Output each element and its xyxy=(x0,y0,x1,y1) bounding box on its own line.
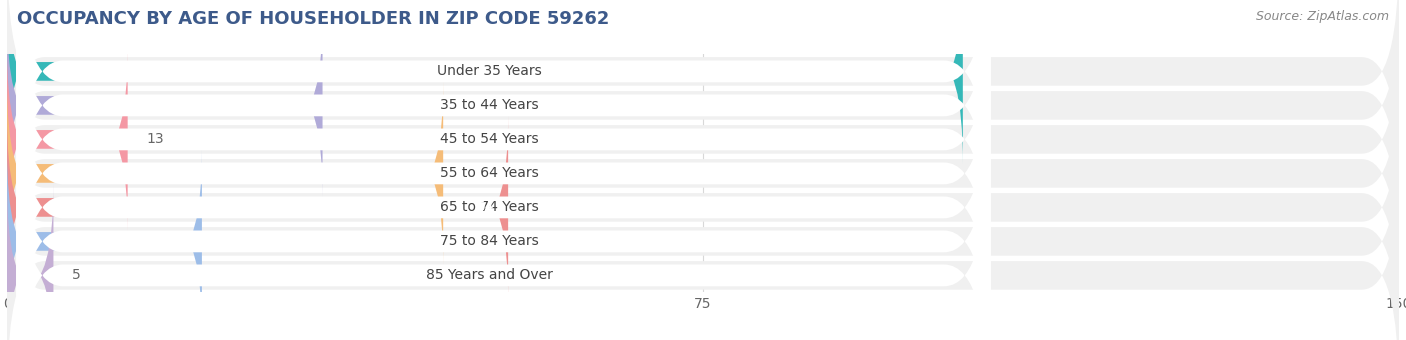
FancyBboxPatch shape xyxy=(7,120,1399,340)
FancyBboxPatch shape xyxy=(17,14,991,333)
Text: 35 to 44 Years: 35 to 44 Years xyxy=(440,98,538,113)
FancyBboxPatch shape xyxy=(7,0,1399,193)
Text: 75 to 84 Years: 75 to 84 Years xyxy=(440,234,538,249)
FancyBboxPatch shape xyxy=(7,183,53,340)
FancyBboxPatch shape xyxy=(7,86,1399,329)
Text: 54: 54 xyxy=(477,200,495,215)
FancyBboxPatch shape xyxy=(17,0,991,231)
FancyBboxPatch shape xyxy=(17,0,991,299)
FancyBboxPatch shape xyxy=(17,48,991,340)
Text: 45 to 54 Years: 45 to 54 Years xyxy=(440,132,538,147)
Text: 103: 103 xyxy=(922,64,949,79)
Text: 5: 5 xyxy=(72,268,80,283)
Text: OCCUPANCY BY AGE OF HOUSEHOLDER IN ZIP CODE 59262: OCCUPANCY BY AGE OF HOUSEHOLDER IN ZIP C… xyxy=(17,10,609,28)
FancyBboxPatch shape xyxy=(7,13,322,198)
Text: 47: 47 xyxy=(412,166,429,181)
FancyBboxPatch shape xyxy=(7,115,508,300)
FancyBboxPatch shape xyxy=(17,116,991,340)
FancyBboxPatch shape xyxy=(7,52,1399,295)
FancyBboxPatch shape xyxy=(7,18,1399,261)
FancyBboxPatch shape xyxy=(17,0,991,265)
Text: 85 Years and Over: 85 Years and Over xyxy=(426,268,553,283)
FancyBboxPatch shape xyxy=(7,154,1399,340)
FancyBboxPatch shape xyxy=(7,0,1399,227)
FancyBboxPatch shape xyxy=(7,0,963,164)
Text: 21: 21 xyxy=(170,234,188,249)
Text: 13: 13 xyxy=(146,132,165,147)
Text: 34: 34 xyxy=(291,98,308,113)
FancyBboxPatch shape xyxy=(17,82,991,340)
FancyBboxPatch shape xyxy=(7,81,443,266)
FancyBboxPatch shape xyxy=(7,47,128,232)
Text: Source: ZipAtlas.com: Source: ZipAtlas.com xyxy=(1256,10,1389,23)
Text: 65 to 74 Years: 65 to 74 Years xyxy=(440,200,538,215)
Text: 55 to 64 Years: 55 to 64 Years xyxy=(440,166,538,181)
FancyBboxPatch shape xyxy=(7,149,202,334)
Text: Under 35 Years: Under 35 Years xyxy=(437,64,541,79)
